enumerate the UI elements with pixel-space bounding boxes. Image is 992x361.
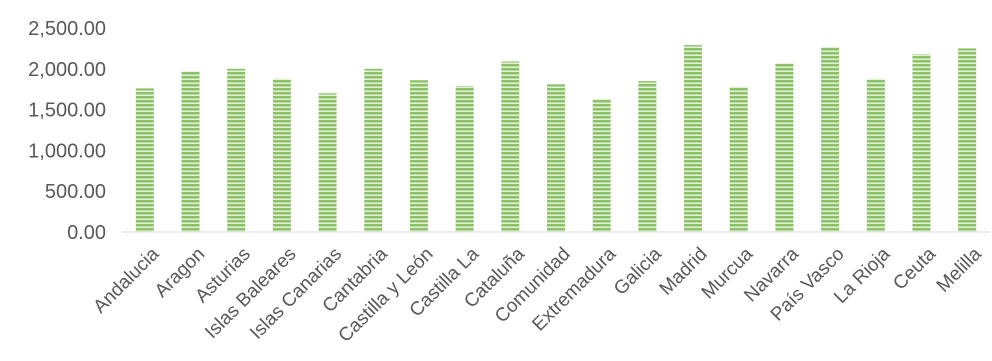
bar-aragon — [181, 71, 200, 232]
bar-comunidad — [547, 84, 565, 232]
x-category-label: Melilla — [933, 243, 986, 296]
bar-galicia — [638, 81, 657, 232]
x-category-label: Galicia — [610, 243, 666, 299]
bar-melilla — [958, 48, 977, 233]
bar-castilla-la — [455, 85, 474, 232]
bar-islas-baleares — [272, 78, 291, 232]
bar-la-rioja — [866, 78, 885, 232]
y-tick-label: 0.00 — [67, 222, 106, 244]
bar-murcua — [729, 86, 748, 232]
bar-navarra — [775, 63, 794, 233]
bar-cantabria — [364, 68, 383, 232]
bar-ceuta — [912, 54, 931, 232]
bars — [135, 45, 977, 233]
bar-islas-canarias — [318, 93, 337, 232]
bar-asturias — [227, 68, 246, 232]
y-tick-label: 1,500.00 — [28, 100, 106, 122]
x-category-label: Ceuta — [889, 243, 940, 294]
bar-cataluña — [501, 61, 520, 233]
y-tick-label: 2,500.00 — [28, 18, 106, 40]
bar-castilla-y-león — [409, 80, 428, 232]
bar-madrid — [684, 45, 703, 232]
y-tick-label: 2,000.00 — [28, 59, 106, 81]
y-tick-label: 500.00 — [45, 181, 106, 203]
x-category-label: Andalucia — [90, 243, 164, 317]
y-axis: 0.00 500.00 1,000.00 1,500.00 2,000.00 2,500.… — [28, 18, 106, 244]
bar-andalucia — [135, 88, 154, 232]
bar-extremadura — [592, 98, 611, 232]
bar-país-vasco — [821, 46, 840, 232]
y-tick-label: 1,000.00 — [28, 140, 106, 162]
